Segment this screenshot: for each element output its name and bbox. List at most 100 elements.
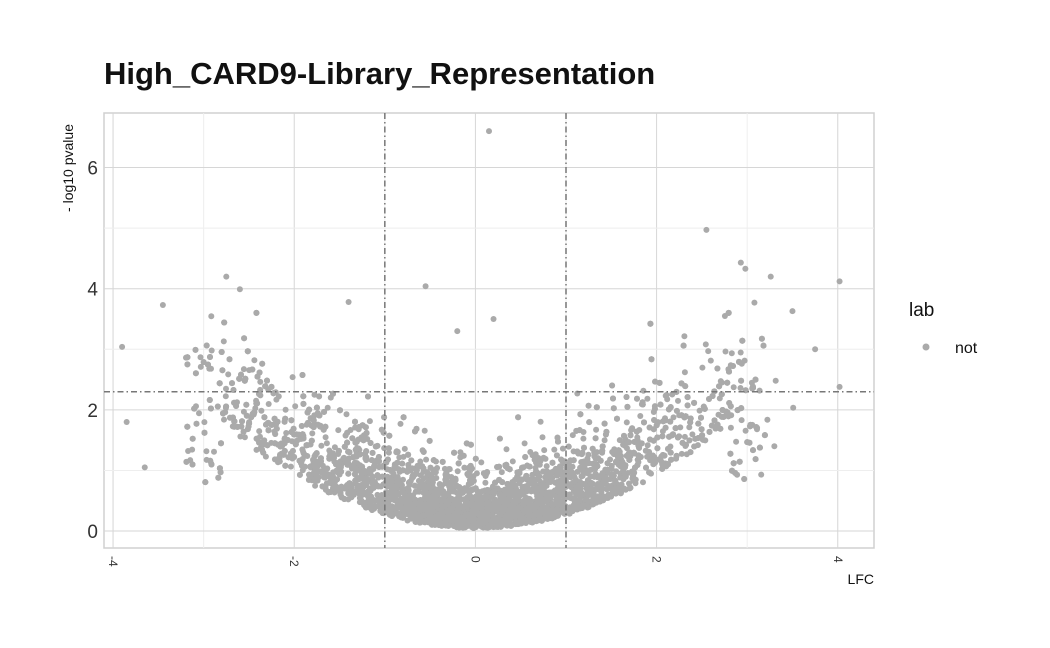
data-point <box>256 428 263 435</box>
data-point <box>696 407 703 414</box>
data-point <box>208 347 215 354</box>
data-point <box>611 477 618 484</box>
data-point <box>241 434 248 441</box>
data-point <box>411 472 417 479</box>
data-point <box>385 449 392 456</box>
data-point <box>351 471 358 478</box>
data-point <box>680 342 687 349</box>
data-point <box>335 427 342 434</box>
data-point <box>384 473 391 480</box>
data-point <box>254 373 261 380</box>
data-point <box>617 490 624 497</box>
data-point <box>385 479 392 486</box>
data-point <box>401 445 408 452</box>
data-point <box>639 401 646 408</box>
data-point <box>725 413 732 420</box>
data-point <box>472 455 479 462</box>
data-point <box>374 442 381 449</box>
data-point <box>730 363 736 369</box>
data-point <box>207 457 214 464</box>
data-point <box>241 335 248 342</box>
data-point <box>638 440 645 447</box>
data-point <box>268 421 275 428</box>
data-point <box>385 445 392 452</box>
data-point <box>514 469 521 476</box>
data-point <box>331 444 338 451</box>
data-point <box>716 383 723 390</box>
data-point <box>494 485 501 492</box>
data-point <box>525 504 532 510</box>
data-point <box>549 459 556 466</box>
data-point <box>211 448 217 455</box>
data-point <box>533 489 539 496</box>
data-point <box>370 483 377 490</box>
data-point <box>659 465 666 472</box>
data-point <box>440 488 447 495</box>
data-point <box>652 378 659 385</box>
data-point <box>206 397 213 403</box>
data-point <box>599 495 606 502</box>
data-point <box>695 420 702 427</box>
data-point <box>452 477 459 483</box>
data-point <box>698 426 705 433</box>
data-point <box>417 458 424 465</box>
data-point <box>183 458 190 465</box>
data-point <box>646 424 653 431</box>
data-point <box>367 440 374 446</box>
data-point <box>646 469 653 476</box>
data-point <box>760 342 767 349</box>
data-point <box>375 474 382 481</box>
data-point <box>592 435 599 442</box>
data-point <box>272 431 279 437</box>
data-point <box>738 417 745 424</box>
data-point <box>551 446 558 453</box>
data-point <box>537 418 544 425</box>
data-point <box>761 432 768 439</box>
data-point <box>196 410 202 417</box>
data-point <box>201 419 208 426</box>
data-point <box>283 430 290 436</box>
data-point <box>419 463 426 470</box>
data-point <box>596 473 603 480</box>
data-point <box>758 471 765 478</box>
data-point <box>519 484 526 491</box>
data-point <box>239 418 245 425</box>
data-point <box>288 429 295 435</box>
data-point <box>535 509 542 516</box>
data-point <box>381 445 388 452</box>
data-point <box>251 357 258 364</box>
data-point <box>635 452 642 459</box>
data-point <box>381 414 388 421</box>
data-point <box>206 365 213 372</box>
data-point <box>192 370 199 377</box>
data-point <box>613 468 620 475</box>
data-point <box>651 405 658 412</box>
data-point <box>411 482 418 489</box>
data-point <box>741 357 748 364</box>
data-point <box>214 403 221 410</box>
data-point <box>673 407 680 414</box>
data-point <box>386 432 393 439</box>
data-point <box>558 456 565 463</box>
data-point <box>496 463 503 470</box>
data-point <box>380 429 387 436</box>
data-point <box>624 403 631 410</box>
data-point <box>253 309 260 316</box>
data-point <box>521 440 528 447</box>
data-point <box>626 485 633 492</box>
data-point <box>310 417 317 424</box>
data-point <box>790 404 797 411</box>
data-point <box>261 414 268 421</box>
data-point <box>470 519 477 526</box>
data-point <box>585 402 592 409</box>
data-point <box>366 418 373 425</box>
data-point <box>640 479 646 486</box>
data-point <box>609 486 616 493</box>
data-point <box>623 394 630 400</box>
data-point <box>469 486 476 493</box>
data-point <box>644 395 651 402</box>
data-point <box>406 479 412 486</box>
data-point <box>730 384 737 391</box>
data-point <box>229 414 236 421</box>
